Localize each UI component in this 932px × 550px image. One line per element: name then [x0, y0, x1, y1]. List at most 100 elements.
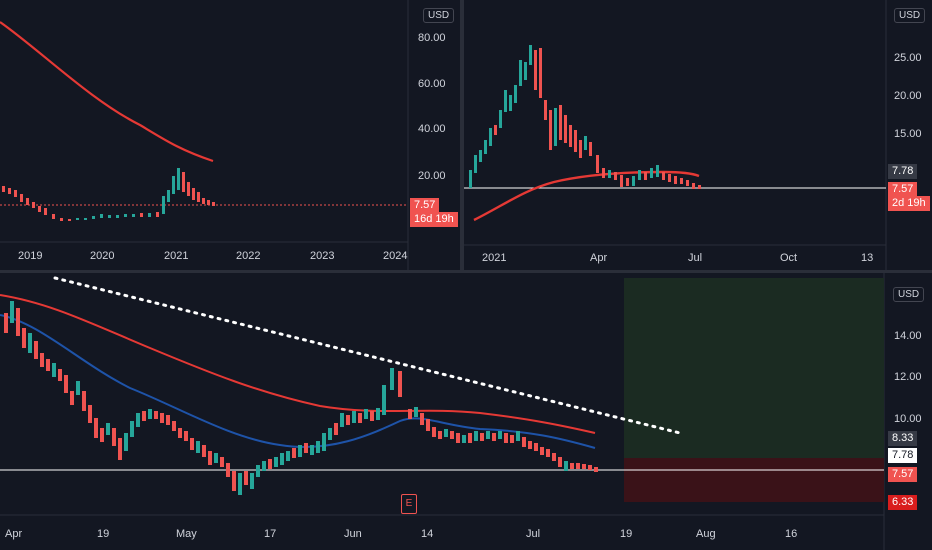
candle: [674, 176, 677, 184]
target-price-tag: 8.33: [888, 431, 918, 446]
candle: [594, 467, 598, 472]
candle: [130, 421, 134, 437]
candle: [564, 115, 567, 143]
candle: [106, 423, 110, 435]
candle: [692, 183, 695, 189]
time-tick: 2024: [383, 250, 408, 262]
candle: [698, 185, 701, 189]
candle: [214, 453, 218, 463]
chart-canvas-top-left: [0, 0, 409, 270]
candle: [64, 375, 68, 393]
candle: [232, 471, 236, 491]
candle: [574, 130, 577, 152]
candle: [529, 45, 532, 65]
candle: [34, 341, 38, 359]
candle: [116, 215, 119, 218]
candle: [187, 182, 190, 196]
time-tick: 13: [861, 252, 874, 264]
candle: [142, 411, 146, 421]
moving-average-line: [0, 21, 214, 163]
candle: [414, 407, 418, 417]
candle: [608, 170, 611, 178]
candle: [140, 213, 143, 217]
candle: [334, 423, 338, 435]
candle: [148, 213, 151, 217]
candle: [438, 431, 442, 439]
time-tick: 17: [264, 528, 277, 540]
candle: [686, 180, 689, 186]
candle: [390, 368, 394, 390]
candles-top-right: [469, 45, 701, 189]
price-tick: 14.00: [894, 330, 922, 342]
time-tick: 14: [421, 528, 434, 540]
candle: [304, 443, 308, 453]
candle: [22, 328, 26, 348]
candle: [546, 449, 550, 457]
candle: [322, 433, 326, 451]
time-tick: Jul: [526, 528, 541, 540]
candle: [84, 218, 87, 220]
candle: [632, 176, 635, 186]
candle: [534, 443, 538, 451]
currency-label[interactable]: USD: [894, 8, 926, 23]
candle: [558, 457, 562, 467]
candle: [456, 433, 460, 443]
candle: [136, 413, 140, 427]
candle: [504, 433, 508, 443]
candle: [582, 464, 586, 469]
candle: [480, 433, 484, 441]
candle: [588, 465, 592, 470]
time-tick: 2020: [90, 250, 115, 262]
candle: [10, 301, 14, 323]
currency-label[interactable]: USD: [423, 8, 455, 23]
currency-label[interactable]: USD: [893, 287, 925, 302]
candle: [52, 363, 56, 377]
price-tick: 20.00: [894, 90, 922, 102]
candle: [132, 214, 135, 217]
candle: [398, 371, 402, 397]
candle: [190, 438, 194, 450]
candle: [316, 441, 320, 453]
candle: [524, 62, 527, 80]
candle: [177, 168, 180, 190]
chart-pane-top-left[interactable]: USD 80.00 60.00 40.00 20.00 7.57 16d 19h…: [0, 0, 460, 270]
candle: [92, 216, 95, 219]
chart-pane-top-right[interactable]: USD 25.00 20.00 15.00 7.78 7.57 2d 19h 2…: [464, 0, 932, 270]
candle: [656, 165, 659, 177]
candle: [182, 172, 185, 192]
time-tick: Apr: [5, 528, 23, 540]
candle: [28, 333, 32, 353]
price-tick: 10.00: [894, 413, 922, 425]
time-tick: 2023: [310, 250, 335, 262]
candle: [184, 431, 188, 441]
candle: [124, 214, 127, 217]
time-tick: 16: [785, 528, 798, 540]
candle: [522, 437, 526, 447]
candle: [474, 155, 477, 173]
candle: [468, 433, 472, 443]
candle: [100, 428, 104, 442]
candle: [552, 453, 556, 461]
candle: [662, 172, 665, 180]
candle: [167, 190, 170, 202]
loss-zone: [624, 458, 884, 502]
earnings-marker-icon[interactable]: E: [401, 494, 417, 514]
pane-separator-horizontal[interactable]: [0, 270, 932, 273]
candles-top-left: [2, 168, 215, 221]
chart-pane-bottom[interactable]: E USD 14.00 12.00 10.00 8.33 7.78 7.57 6…: [0, 273, 932, 550]
candle: [569, 125, 572, 147]
profit-zone: [624, 278, 884, 458]
candle: [504, 90, 507, 112]
candle: [268, 459, 272, 469]
last-price-tag: 7.57: [410, 198, 440, 213]
candle: [38, 206, 41, 212]
candle: [509, 95, 512, 111]
candle: [626, 178, 629, 186]
candle: [172, 176, 175, 194]
time-tick: Jul: [688, 252, 703, 264]
pane-separator-vertical[interactable]: [460, 0, 464, 270]
candle: [124, 433, 128, 451]
candle: [589, 142, 592, 156]
candle: [192, 188, 195, 200]
candle: [46, 359, 50, 371]
